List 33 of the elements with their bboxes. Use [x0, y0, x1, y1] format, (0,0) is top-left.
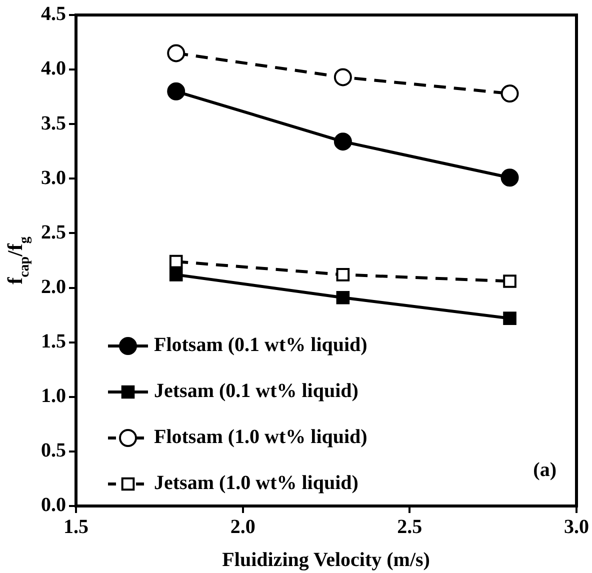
- point: [169, 254, 183, 268]
- y-tick-label: 4.0: [41, 58, 66, 80]
- y-axis-title: fcap/fg: [3, 236, 32, 284]
- y-tick-label: 2.0: [41, 276, 66, 298]
- y-tick-label: 0.0: [41, 494, 66, 516]
- point: [334, 68, 352, 86]
- x-tick-label: 3.0: [564, 516, 589, 538]
- point: [503, 274, 516, 288]
- legend-label: Jetsam (1.0 wt% liquid): [154, 472, 358, 494]
- y-tick-label: 3.0: [41, 166, 66, 189]
- y-tick-label: 0.5: [41, 440, 66, 462]
- y-tick-label: 1.0: [41, 385, 66, 408]
- legend-label: Flotsam (1.0 wt% liquid): [154, 426, 368, 448]
- y-tick-label: 3.5: [41, 112, 66, 134]
- point: [167, 82, 186, 100]
- point: [336, 290, 350, 304]
- point: [334, 132, 352, 151]
- x-tick-label: 2.5: [397, 516, 422, 538]
- legend-label: Jetsam (0.1 wt% liquid): [154, 380, 358, 402]
- annotation: (a): [533, 459, 556, 481]
- point: [500, 168, 519, 187]
- y-tick-label: 1.5: [41, 330, 66, 353]
- y-tick-label: 2.5: [41, 221, 66, 244]
- point: [500, 84, 519, 103]
- x-axis-title: Fluidizing Velocity (m/s): [222, 549, 430, 571]
- x-tick-label: 2.0: [230, 516, 256, 538]
- legend-label: Flotsam (0.1 wt% liquid): [154, 334, 368, 356]
- point: [169, 268, 183, 282]
- point: [167, 44, 186, 62]
- point: [503, 312, 516, 325]
- x-tick-label: 1.5: [64, 516, 88, 538]
- point: [336, 268, 350, 282]
- y-tick-label: 4.5: [41, 3, 66, 26]
